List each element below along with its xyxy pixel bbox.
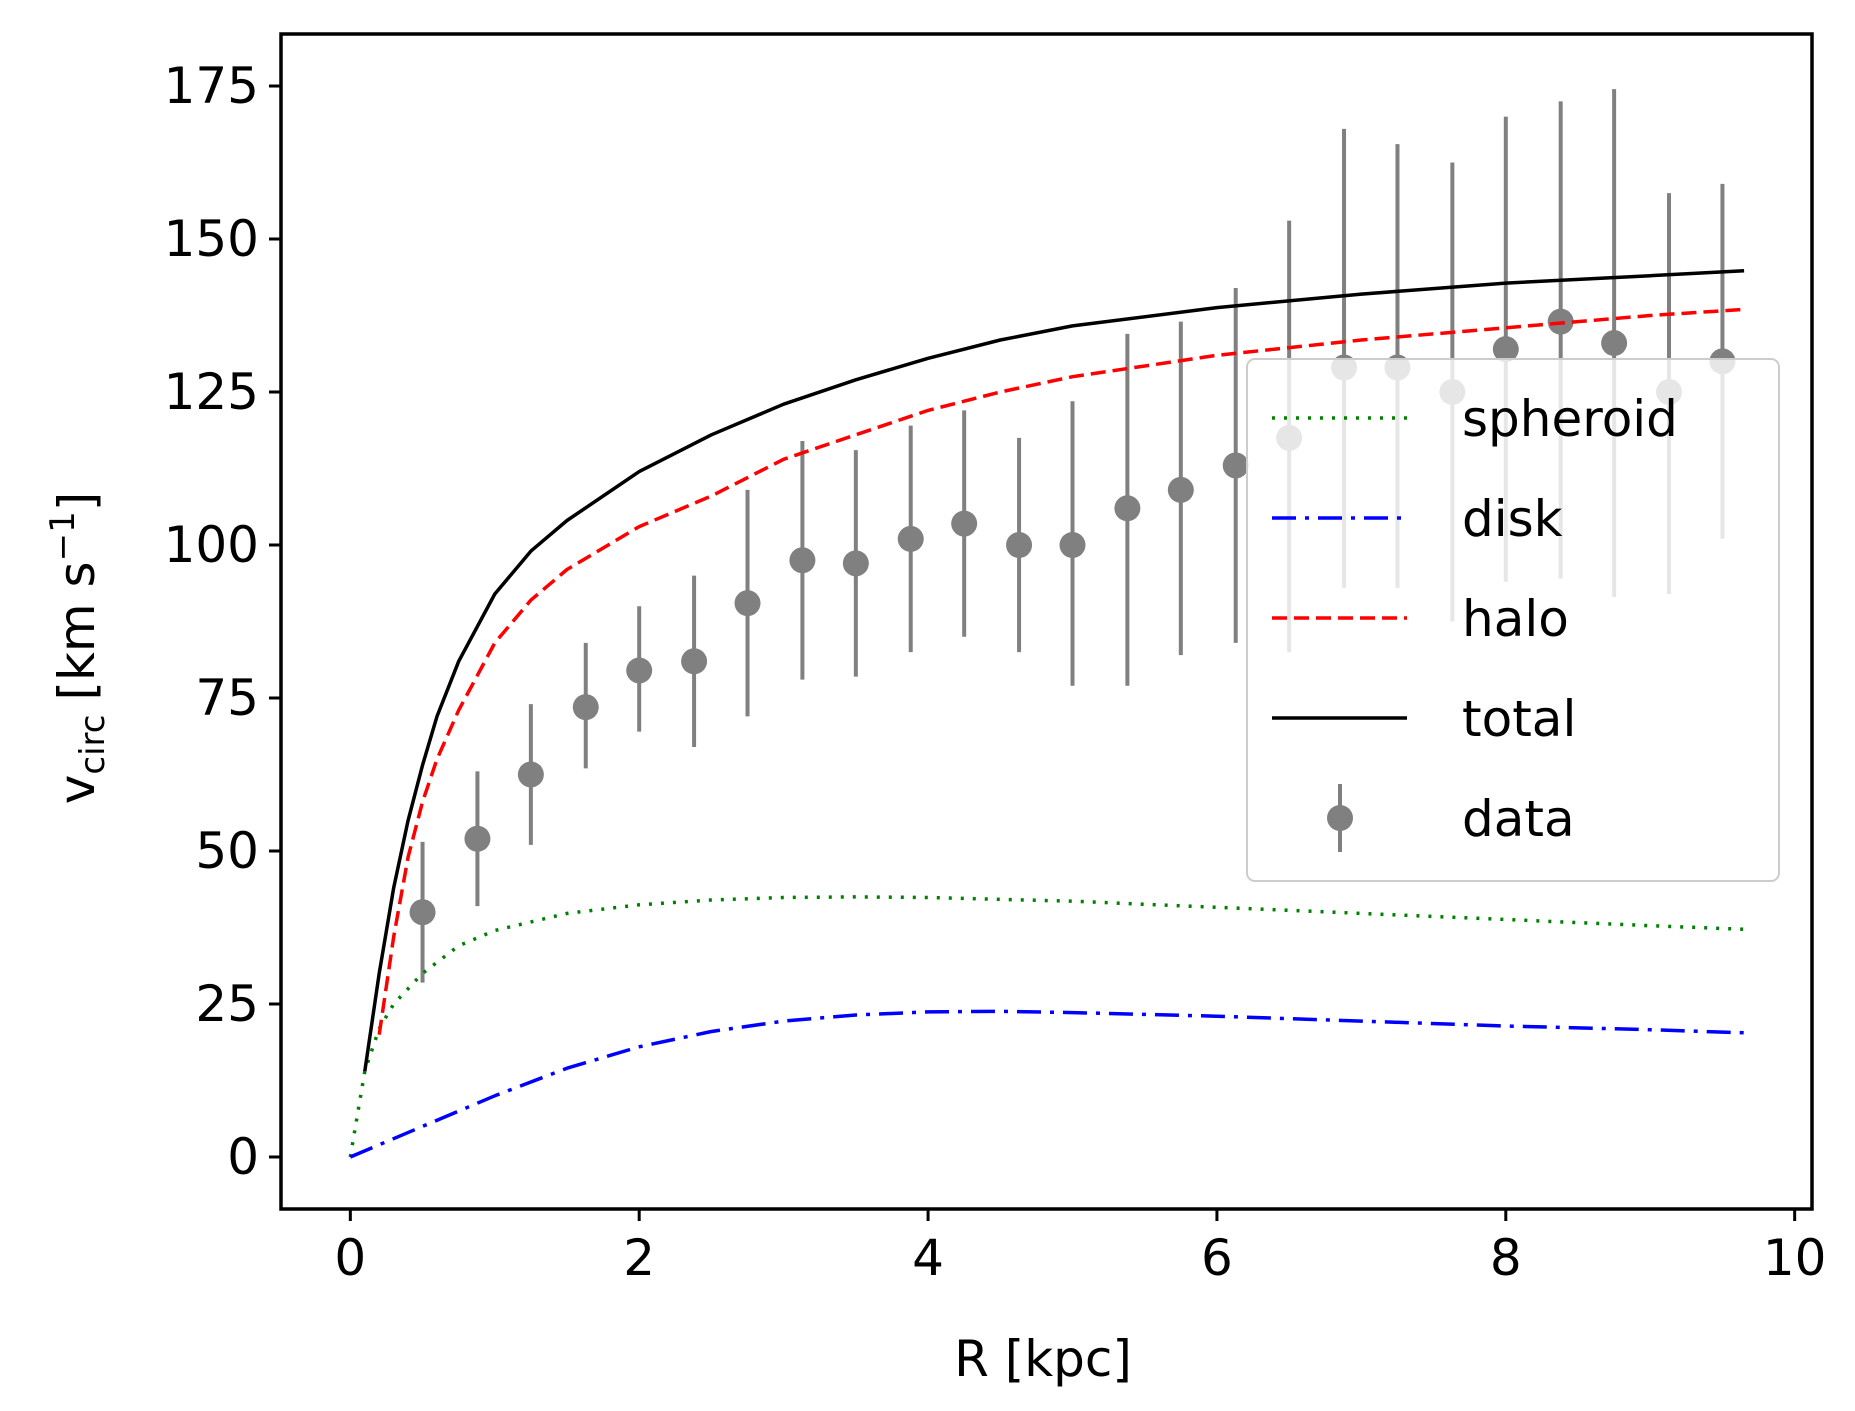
- y-tick-label: 75: [195, 669, 259, 727]
- data-marker: [1601, 330, 1628, 357]
- data-point: [409, 841, 436, 983]
- legend: spheroid disk halo total data: [1246, 358, 1780, 882]
- data-marker: [517, 761, 544, 788]
- data-point: [1167, 321, 1194, 656]
- legend-item-total: total: [1272, 690, 1576, 748]
- data-point: [897, 425, 924, 653]
- data-marker: [951, 510, 978, 537]
- legend-label: total: [1462, 690, 1576, 748]
- legend-box: [1246, 358, 1780, 882]
- data-point: [572, 642, 599, 769]
- y-tick-label: 50: [195, 822, 259, 880]
- y-axis-title-units: [km s: [48, 561, 106, 700]
- y-tick-label: 0: [227, 1128, 259, 1186]
- data-point: [951, 410, 978, 637]
- y-axis-title-main: v: [48, 775, 106, 805]
- x-axis-title: R [kpc]: [954, 1330, 1132, 1388]
- y-tick-label: 175: [164, 57, 259, 115]
- data-point: [681, 575, 708, 747]
- data-marker: [842, 550, 869, 577]
- data-point: [1006, 437, 1033, 653]
- legend-swatch-marker: [1327, 805, 1353, 831]
- data-point: [1059, 401, 1086, 686]
- data-marker: [1114, 495, 1141, 522]
- x-tick-label: 10: [1763, 1229, 1827, 1287]
- data-marker: [464, 825, 491, 852]
- data-marker: [1059, 532, 1086, 559]
- data-marker: [1006, 532, 1033, 559]
- data-point: [842, 450, 869, 677]
- legend-item-data: data: [1327, 784, 1575, 852]
- data-marker: [1167, 476, 1194, 503]
- data-marker: [572, 694, 599, 721]
- data-marker: [681, 648, 708, 675]
- data-marker: [897, 525, 924, 552]
- series-line-spheroid: [348, 895, 1745, 1158]
- legend-label: data: [1462, 790, 1575, 848]
- series-line-halo: [377, 307, 1745, 1035]
- data-point: [1114, 333, 1141, 686]
- legend-item-disk: disk: [1272, 490, 1563, 548]
- data-marker: [789, 547, 816, 574]
- legend-label: disk: [1462, 490, 1563, 548]
- x-tick-label: 8: [1490, 1229, 1522, 1287]
- data-point: [734, 489, 761, 717]
- x-tick-label: 0: [334, 1229, 366, 1287]
- x-tick-label: 4: [912, 1229, 944, 1287]
- data-marker: [1492, 336, 1519, 363]
- legend-label: spheroid: [1462, 390, 1678, 448]
- data-marker: [409, 899, 436, 926]
- series-line-total: [363, 269, 1745, 1072]
- y-tick-label: 125: [164, 363, 259, 421]
- legend-item-spheroid: spheroid: [1272, 390, 1678, 448]
- plot-area: [348, 89, 1745, 1159]
- data-point: [1222, 287, 1249, 643]
- y-axis-title-sub: circ: [73, 715, 113, 775]
- data-marker: [1222, 452, 1249, 479]
- data-marker: [734, 590, 761, 617]
- data-point: [789, 440, 816, 680]
- legend-item-halo: halo: [1272, 590, 1569, 648]
- data-point: [517, 704, 544, 845]
- data-point: [626, 606, 653, 732]
- y-tick-label: 100: [164, 516, 259, 574]
- y-tick-label: 25: [195, 975, 259, 1033]
- x-tick-label: 2: [623, 1229, 655, 1287]
- y-tick-label: 150: [164, 210, 259, 268]
- y-axis-title-close: ]: [48, 492, 106, 512]
- data-point: [464, 771, 491, 907]
- y-axis-title: vcirc [km s−1]: [43, 492, 113, 804]
- plot-frame: [279, 32, 1814, 1211]
- legend-label: halo: [1462, 590, 1569, 648]
- y-axis-title-sup: −1: [43, 511, 83, 561]
- data-marker: [626, 657, 653, 684]
- series-line-disk: [349, 1009, 1745, 1159]
- x-tick-label: 6: [1201, 1229, 1233, 1287]
